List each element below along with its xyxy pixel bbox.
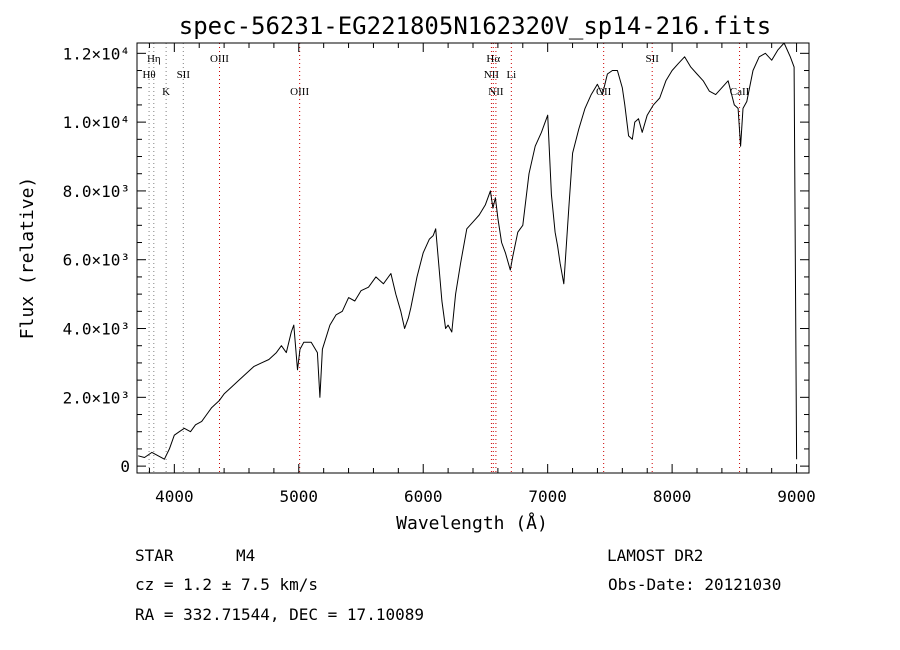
spectral-line-label: OIII (210, 53, 229, 65)
spectral-line-label: OIII (290, 86, 309, 98)
y-tick-label: 1.0×10⁴ (63, 113, 130, 132)
spectrum-line (138, 42, 798, 460)
y-tick-label: 8.0×10³ (63, 182, 130, 201)
plot-frame (136, 42, 810, 474)
spectral-line-label: CaII (730, 86, 750, 98)
y-tick-label: 2.0×10³ (63, 388, 130, 407)
spectral-line-label: SII (645, 53, 659, 65)
object-subclass: M4 (236, 546, 255, 565)
y-tick-label: 0 (120, 457, 130, 476)
obs-date-text: Obs-Date: 20121030 (608, 575, 781, 594)
spectral-line-label: NII (488, 86, 504, 98)
spectral-line-label: NII (484, 69, 500, 81)
y-tick-label: 4.0×10³ (63, 320, 130, 339)
spectral-line-label: K (162, 86, 170, 98)
y-tick-label: 1.2×10⁴ (63, 44, 130, 63)
x-tick-label: 9000 (777, 487, 816, 506)
survey-name: LAMOST DR2 (607, 546, 703, 565)
coordinates-text: RA = 332.71544, DEC = 17.10089 (135, 605, 424, 624)
spectral-line-label: SII (177, 69, 191, 81)
spectral-line-label: Hη (147, 53, 161, 65)
x-tick-label: 7000 (528, 487, 567, 506)
plot-area: HηHθKSIIOIIIOIIIHαNIINIILiOIISIICaII4000… (63, 42, 816, 506)
spectral-line-label: Hα (486, 53, 500, 65)
y-axis-label: Flux (relative) (17, 177, 38, 340)
object-class: STAR (135, 546, 174, 565)
chart-title: spec-56231-EG221805N162320V_sp14-216.fit… (179, 12, 771, 40)
x-axis-label: Wavelength (Å) (396, 512, 548, 534)
spectral-line-label: Hθ (142, 69, 155, 81)
redshift-text: cz = 1.2 ± 7.5 km/s (135, 575, 318, 594)
x-tick-label: 6000 (404, 487, 443, 506)
spectral-line-label: Li (506, 69, 516, 81)
x-tick-label: 8000 (653, 487, 692, 506)
x-tick-label: 4000 (155, 487, 194, 506)
x-tick-label: 5000 (280, 487, 319, 506)
y-tick-label: 6.0×10³ (63, 251, 130, 270)
